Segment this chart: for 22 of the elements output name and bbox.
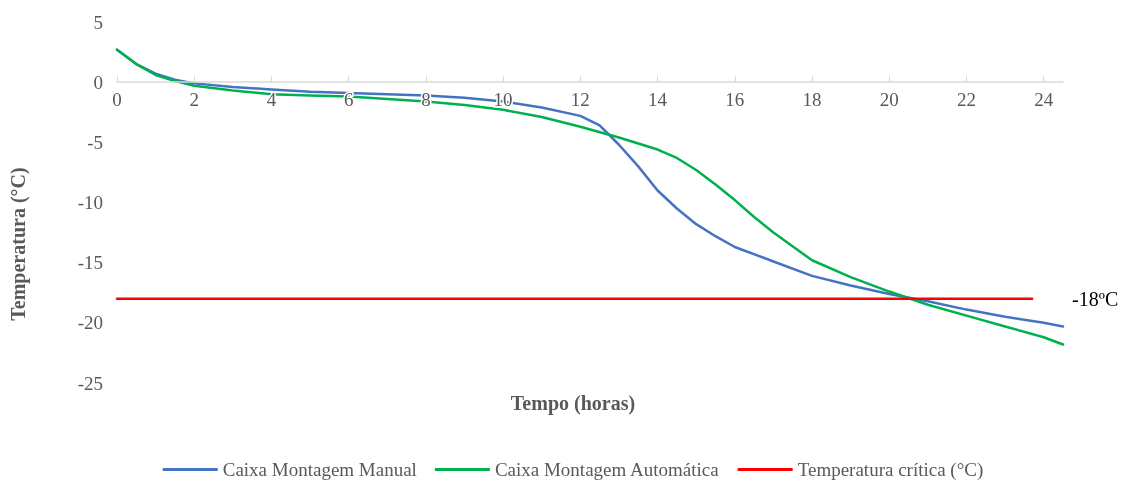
legend-label: Caixa Montagem Automática [494,459,720,480]
y-tick-label: -20 [77,312,103,334]
annotation: -18ºC [1072,287,1119,310]
y-tick-label: -5 [87,131,103,153]
y-tick-label: 5 [93,11,103,33]
y-tick-label: 0 [93,71,103,93]
y-axis-title: Temperatura (°C) [7,167,30,321]
x-tick-label: 14 [648,89,668,111]
y-tick-label: -10 [77,192,103,213]
x-tick-label: 18 [802,89,822,111]
x-tick-label: 12 [570,89,590,111]
x-axis-title: Tempo (horas) [510,392,636,415]
x-tick-label: 20 [879,89,899,111]
legend-label: Temperatura crítica (°C) [797,459,984,481]
x-tick-label: 16 [725,89,745,111]
x-tick-label: 24 [1034,89,1054,111]
legend-label: Caixa Montagem Manual [222,459,417,480]
x-tick-label: 2 [189,89,199,111]
x-tick-label: 22 [956,89,976,111]
y-tick-label: -25 [77,372,103,394]
y-tick-label: -15 [77,252,103,274]
x-tick-label: 0 [112,89,122,111]
